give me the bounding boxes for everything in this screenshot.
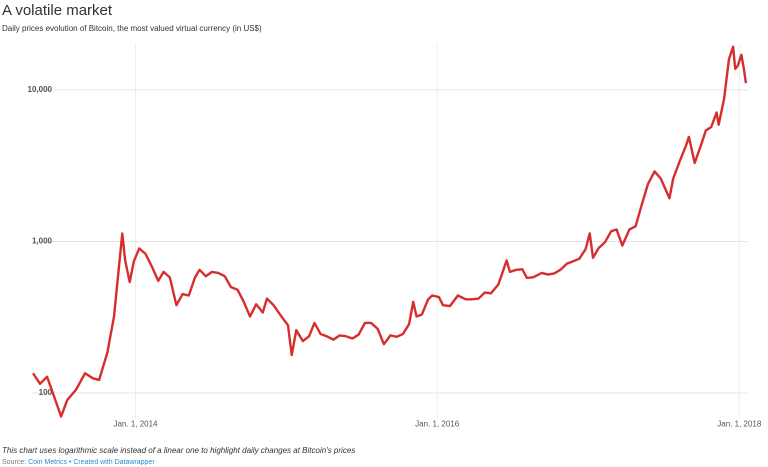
y-tick-label: 1,000 [32, 237, 53, 246]
chart-title: A volatile market [2, 2, 113, 19]
plot-area: 100 1,000 10,000 Jan. 1, 2014 Jan. 1, 2016 Ja… [28, 44, 762, 429]
y-tick-label: 100 [39, 388, 53, 397]
source[interactable]: Coin Metrics [28, 459, 67, 466]
source-line: Source: Coin Metrics • Created with Data… [2, 459, 155, 466]
x-tick-label: Jan. 1, 2018 [717, 420, 762, 429]
chart-note: This chart uses logarithmic scale instea… [2, 446, 355, 455]
credit[interactable]: • Created with Datawrapper [69, 459, 155, 466]
chart-subtitle: Daily prices evolution of Bitcoin, the m… [2, 24, 262, 33]
x-tick-label: Jan. 1, 2016 [415, 420, 460, 429]
price-line [32, 45, 748, 418]
y-tick-label: 10,000 [28, 85, 53, 94]
x-tick-label: Jan. 1, 2014 [113, 420, 158, 429]
source-label: Source: [2, 459, 26, 466]
